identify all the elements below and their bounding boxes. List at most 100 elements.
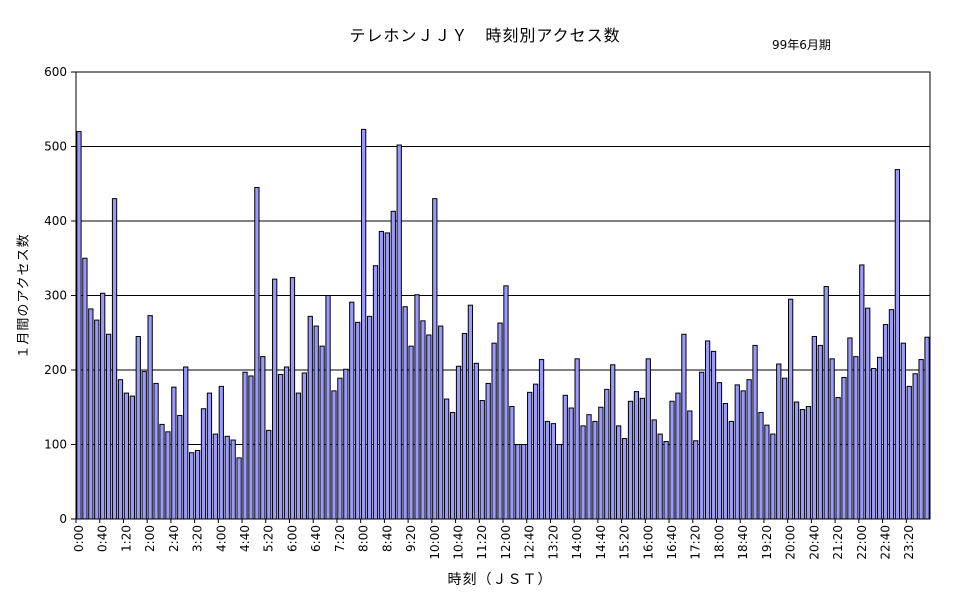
x-tick-label: 10:00 (428, 525, 442, 560)
bar (473, 362, 479, 520)
bar (847, 337, 853, 520)
bar (538, 359, 545, 520)
y-tick-label: 200 (44, 363, 67, 377)
bar (277, 373, 284, 520)
bar (710, 350, 717, 520)
x-tick-label: 21:20 (831, 525, 845, 560)
x-tick-label: 3:20 (191, 525, 205, 552)
bar (343, 368, 349, 520)
bar (621, 438, 628, 520)
y-tick-label: 300 (44, 289, 67, 303)
x-tick-label: 14:40 (594, 525, 608, 560)
bar (681, 333, 687, 520)
bar (325, 295, 331, 520)
bar (532, 383, 539, 520)
y-tick-label: 500 (44, 140, 67, 154)
x-tick-label: 0:40 (96, 525, 110, 552)
bar (349, 301, 355, 520)
bar (248, 375, 254, 520)
bar (165, 431, 171, 520)
bar (871, 368, 877, 520)
bar (82, 257, 88, 520)
x-tick-label: 13:20 (546, 525, 560, 560)
x-tick-label: 7:20 (333, 525, 347, 552)
bar (402, 306, 408, 520)
x-tick-label: 4:00 (214, 525, 228, 552)
bar (117, 379, 124, 520)
bar (758, 411, 764, 520)
bar (236, 457, 242, 520)
bar (331, 390, 337, 520)
bar (366, 315, 373, 520)
chart-title: テレホンＪＪＹ 時刻別アクセス数 (349, 26, 621, 45)
x-tick-label: 6:40 (309, 525, 323, 552)
x-tick-label: 16:40 (665, 525, 679, 560)
bar (740, 390, 746, 520)
bar (171, 386, 177, 520)
bar (307, 315, 313, 520)
x-tick-label: 19:20 (760, 525, 774, 560)
bar (141, 370, 147, 520)
bar (88, 308, 94, 520)
bar (515, 444, 521, 520)
bar (372, 265, 379, 520)
bar (420, 320, 426, 520)
bar (574, 358, 580, 520)
bar (212, 433, 218, 520)
bar (693, 440, 699, 520)
bar (497, 322, 503, 520)
bar (924, 336, 930, 520)
bar (610, 364, 616, 520)
bar (266, 429, 272, 520)
bar (859, 264, 865, 520)
bar (592, 420, 598, 520)
bar (770, 433, 776, 520)
bar (521, 444, 527, 520)
bar (414, 294, 420, 520)
bar (123, 392, 130, 520)
bar (177, 414, 183, 520)
bar (449, 411, 456, 520)
bar (687, 410, 693, 520)
bar (200, 408, 207, 520)
x-tick-label: 16:00 (641, 525, 655, 560)
x-tick-label: 10:40 (452, 525, 466, 560)
x-tick-label: 0:00 (72, 525, 86, 552)
bar (147, 315, 153, 520)
bar (378, 230, 385, 520)
y-axis-ticks: 0 100 200 300 400 500 600 (44, 65, 76, 526)
bar (550, 423, 557, 520)
bar (793, 401, 800, 520)
bar (811, 335, 817, 520)
bar (503, 285, 509, 520)
bar (912, 373, 918, 520)
y-axis-label: １月間のアクセス数 (16, 233, 32, 359)
x-tick-label: 9:20 (404, 525, 418, 552)
x-tick-label: 20:40 (807, 525, 821, 560)
y-tick-label: 0 (59, 512, 67, 526)
bar (467, 304, 474, 520)
bar (598, 406, 604, 520)
bar (289, 277, 296, 520)
bar (746, 379, 752, 520)
bar (876, 356, 883, 520)
bar (189, 452, 195, 520)
bar (194, 449, 201, 520)
bar (657, 433, 663, 520)
x-tick-label: 17:20 (689, 525, 703, 560)
bar (432, 198, 438, 520)
bar (627, 400, 634, 520)
y-tick-label: 600 (44, 65, 67, 79)
bar (752, 344, 758, 520)
bar (639, 397, 645, 520)
bar (900, 342, 906, 520)
bar (396, 144, 402, 520)
bar (799, 408, 806, 520)
x-tick-label: 22:40 (879, 525, 893, 560)
bar (805, 406, 812, 520)
bar (135, 335, 141, 520)
x-tick-label: 2:40 (167, 525, 181, 552)
x-tick-label: 11:20 (475, 525, 489, 560)
x-axis-ticks: 0:00 0:40 1:20 2:00 2:40 3:20 4:00 4:40 5:20 6:00… (72, 519, 916, 560)
bar (835, 397, 841, 520)
